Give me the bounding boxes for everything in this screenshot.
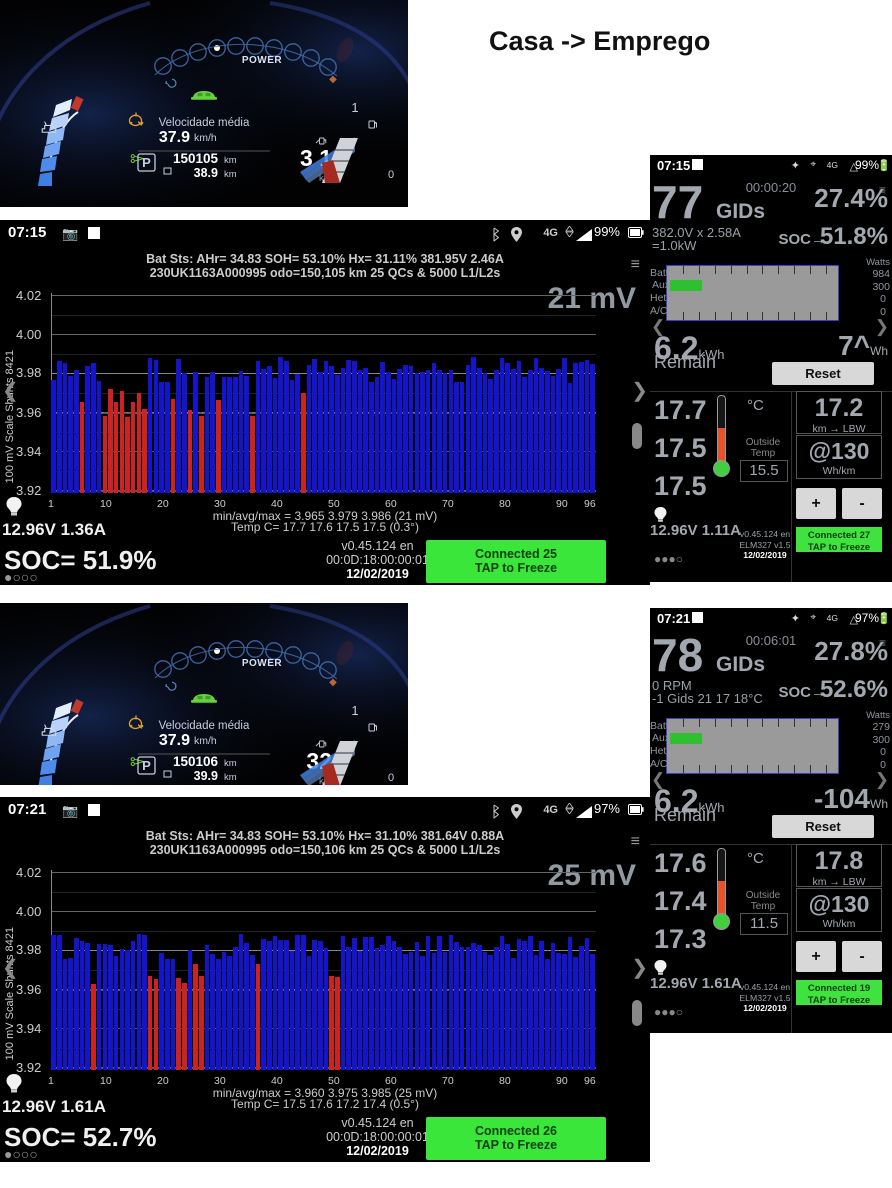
svg-text:km/h: km/h [194,735,217,747]
svg-text:150106: 150106 [173,754,219,769]
svg-text:Velocidade média: Velocidade média [159,117,250,129]
svg-text:39.9: 39.9 [194,769,218,783]
svg-text:◆: ◆ [329,677,337,688]
svg-text:150105: 150105 [173,151,219,166]
svg-text:1: 1 [351,703,358,718]
svg-text:POWER: POWER [242,658,283,669]
svg-text:km: km [224,155,237,166]
svg-text:1: 1 [351,100,358,115]
svg-text:km/h: km/h [194,132,217,144]
svg-text:37.9: 37.9 [159,732,190,749]
svg-text:37.9: 37.9 [159,129,190,146]
svg-text:0: 0 [388,169,394,181]
svg-text:km: km [224,758,237,769]
svg-text:km: km [224,772,237,783]
svg-text:Velocidade média: Velocidade média [159,720,250,732]
svg-text:◆: ◆ [329,74,337,85]
svg-text:km: km [224,169,237,180]
svg-text:0: 0 [388,772,394,784]
svg-text:P: P [142,758,151,773]
svg-text:38.9: 38.9 [194,166,218,180]
svg-text:P: P [142,155,151,170]
svg-text:POWER: POWER [242,55,283,66]
